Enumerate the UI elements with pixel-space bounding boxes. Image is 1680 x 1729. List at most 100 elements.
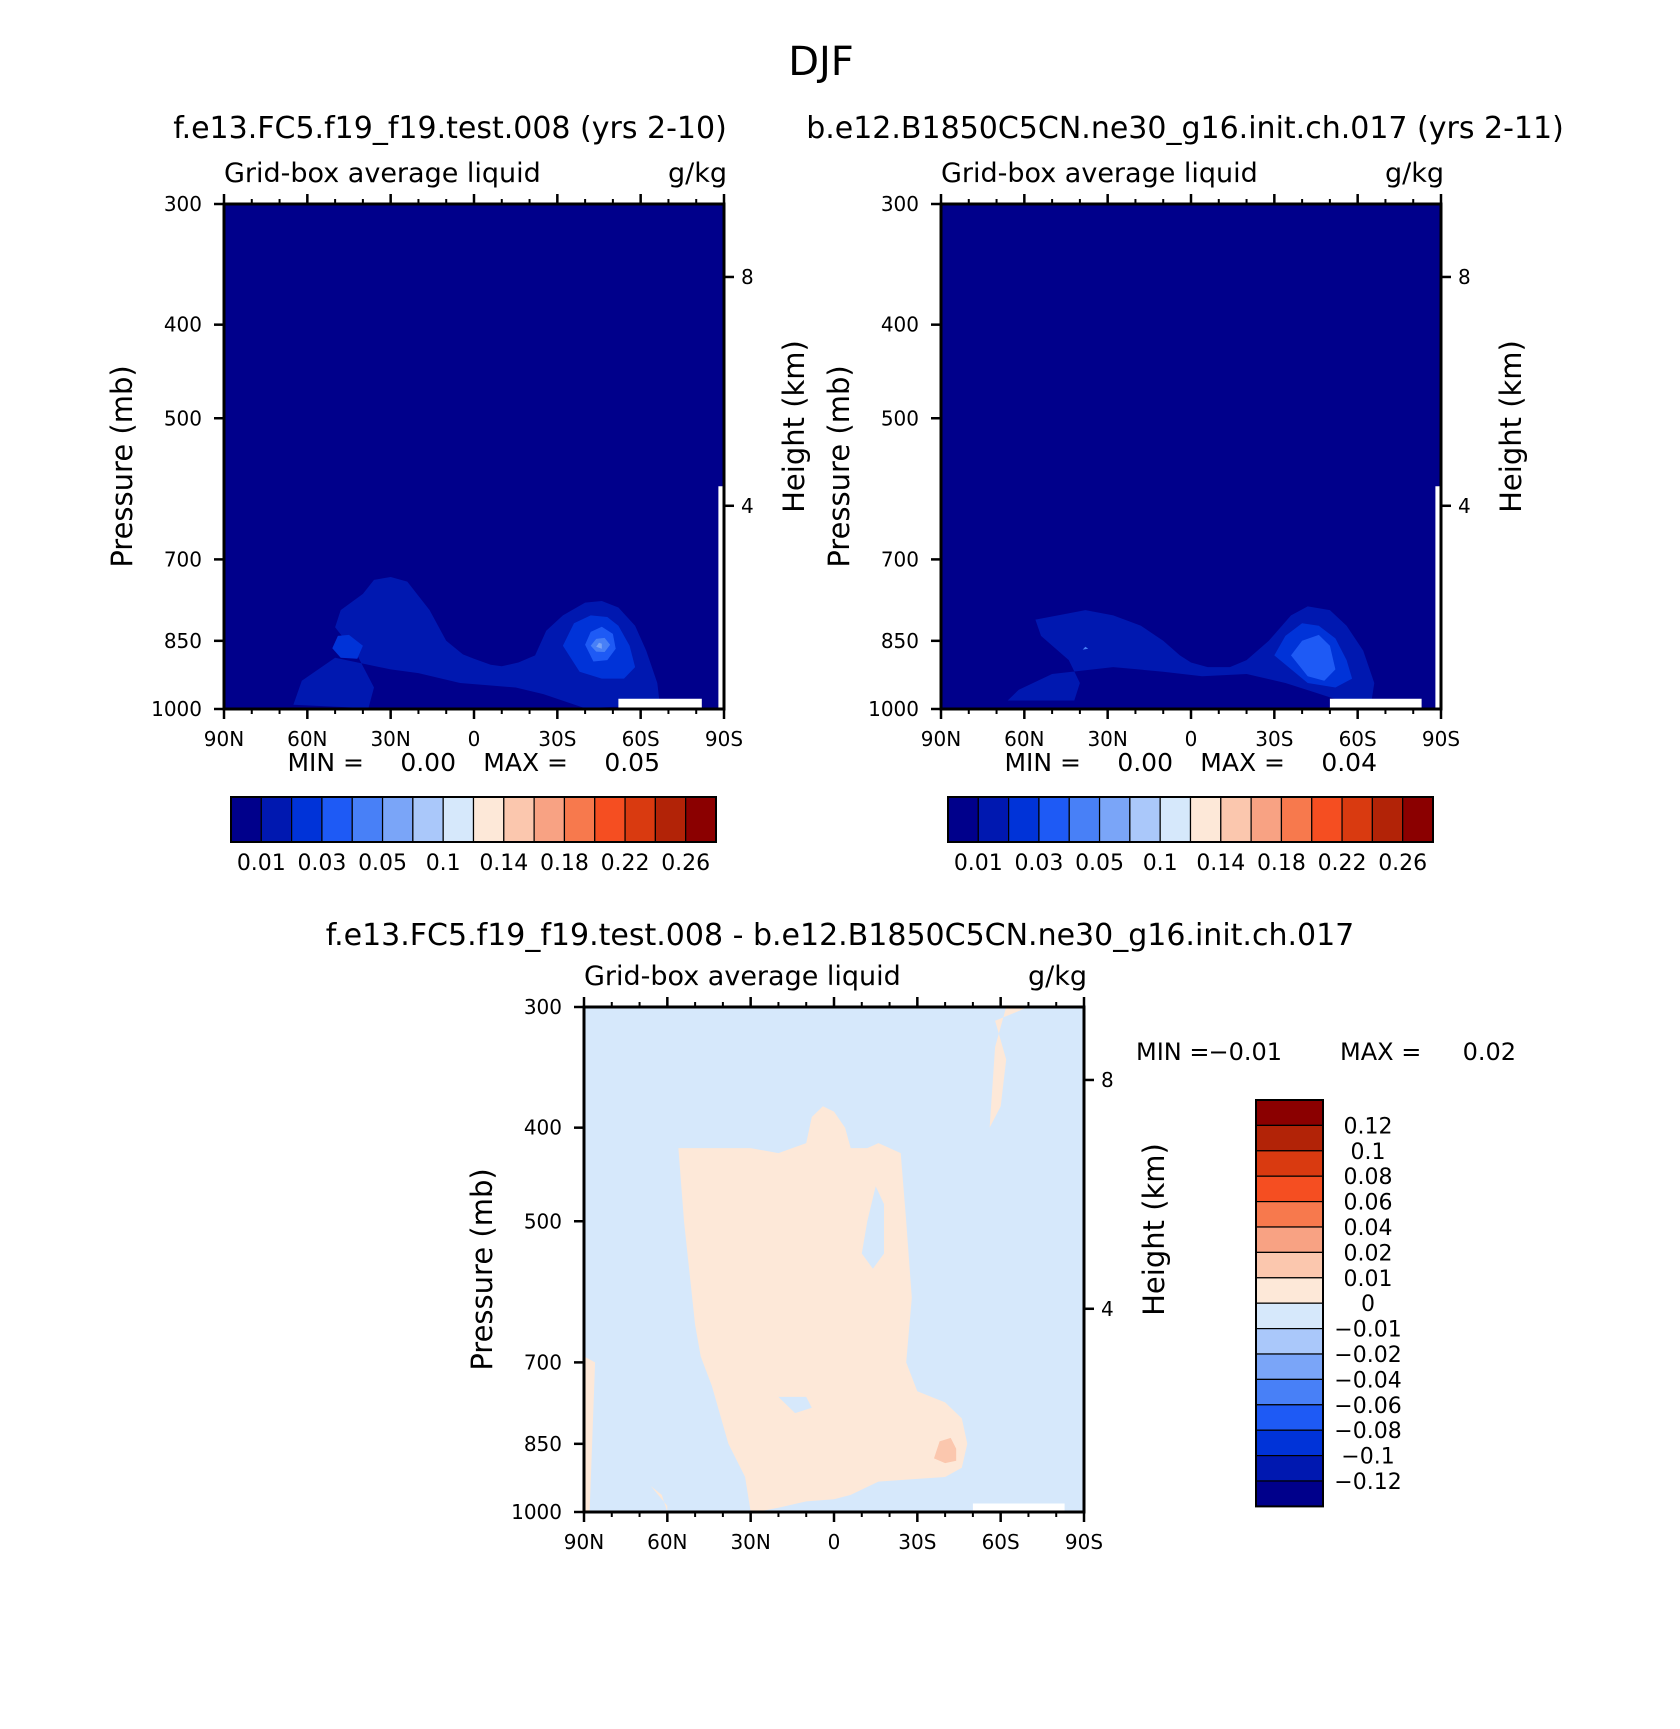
colorbar-label: 0.04: [1344, 1216, 1393, 1241]
colorbar-swatch: [1255, 1200, 1324, 1228]
colorbar-label: 0.08: [1344, 1165, 1393, 1190]
contour-background: [941, 204, 1441, 709]
colorbar-label: 0.03: [1014, 851, 1063, 876]
max-value: 0.02: [1463, 1038, 1516, 1066]
y-tick-label: 400: [164, 313, 202, 337]
x-tick-label: 90S: [1422, 727, 1460, 751]
contour-region-1: [1007, 606, 1375, 703]
x-tick-label: 0: [1185, 727, 1198, 751]
x-tick-label: 60S: [982, 1530, 1020, 1554]
colorbar-swatch: [624, 796, 656, 843]
x-tick-label: 90N: [204, 727, 244, 751]
colorbar-frame: [1255, 1099, 1324, 1508]
right-case-title: b.e12.B1850C5CN.ne30_g16.init.ch.017 (yr…: [806, 111, 1564, 146]
colorbar-label: 0.14: [1196, 851, 1245, 876]
colorbar-swatch: [1255, 1327, 1324, 1355]
x-tick-label: 0: [468, 727, 481, 751]
colorbar-swatch: [1371, 796, 1404, 843]
units-label: g/kg: [1385, 158, 1444, 189]
y-tick-label: 700: [881, 547, 919, 571]
colorbar-swatch: [1255, 1124, 1324, 1152]
x-tick-label: 60S: [622, 727, 660, 751]
x-tick-label: 60N: [647, 1530, 687, 1554]
height-tick-label: 8: [1101, 1068, 1114, 1092]
colorbar-label: −0.02: [1334, 1343, 1401, 1368]
contour-hole-2: [861, 1186, 884, 1269]
y-tick-label: 300: [164, 192, 202, 216]
x-tick-label: 30S: [898, 1530, 936, 1554]
y-tick-label: 850: [524, 1432, 562, 1456]
variable-label: Grid-box average liquid: [941, 158, 1258, 189]
missing-region-1: [972, 1503, 1065, 1512]
left-case-title: f.e13.FC5.f19_f19.test.008 (yrs 2-10): [173, 111, 727, 146]
missing-region-1: [618, 698, 702, 709]
x-tick-label: 60N: [287, 727, 327, 751]
max-label: MAX =: [1200, 748, 1285, 777]
x-tick-label: 90N: [921, 727, 961, 751]
colorbar-swatch: [1255, 1099, 1324, 1126]
colorbar-swatch: [947, 796, 979, 843]
y-tick-label: 850: [164, 629, 202, 653]
y-tick-label: 1000: [151, 697, 202, 721]
x-tick-label: 30S: [538, 727, 576, 751]
colorbar-swatch: [685, 796, 717, 843]
height-tick-label: 8: [1458, 265, 1471, 289]
colorbar-swatch: [1098, 796, 1131, 843]
colorbar-swatch: [563, 796, 596, 843]
colorbar-label: 0: [1361, 1292, 1375, 1317]
colorbar-swatch: [594, 796, 626, 843]
panel-2: 90N 60N 30N 0 30S 60S 90S 300 400 500 700 850 1000 8 4…: [822, 158, 1528, 876]
y-tick-label: 700: [524, 1350, 562, 1374]
max-label: MAX =: [1340, 1038, 1421, 1066]
units-label: g/kg: [1028, 961, 1087, 992]
colorbar-swatch: [1008, 796, 1040, 843]
contour-region-3: [332, 634, 363, 659]
y-tick-label: 300: [881, 192, 919, 216]
colorbar-swatch: [1255, 1302, 1324, 1330]
colorbar-label: −0.1: [1341, 1445, 1394, 1470]
colorbar-swatch: [1250, 796, 1283, 843]
y-tick-label: 1000: [511, 1500, 562, 1524]
y-tick-label: 300: [524, 995, 562, 1019]
colorbar-swatch: [381, 796, 414, 843]
max-label: MAX =: [483, 748, 568, 777]
colorbar-swatch: [442, 796, 475, 843]
colorbar-swatch: [654, 796, 687, 843]
colorbar-label: 0.12: [1344, 1114, 1393, 1139]
colorbar-label: 0.1: [1351, 1140, 1386, 1165]
colorbar-swatch: [1255, 1251, 1324, 1279]
contour-hole-1: [778, 1396, 812, 1414]
season-title: DJF: [788, 39, 854, 85]
variable-label: Grid-box average liquid: [224, 158, 541, 189]
colorbar-swatch: [412, 796, 444, 843]
panel-3: 90N 60N 30N 0 30S 60S 90S 300 400 500 700 850 1000 8 4…: [465, 961, 1516, 1554]
contour-region-6: [596, 642, 602, 649]
height-tick-label: 4: [1101, 1297, 1114, 1321]
diff-title: f.e13.FC5.f19_f19.test.008 - b.e12.B1850…: [326, 918, 1355, 953]
colorbar-swatch: [1189, 796, 1222, 843]
colorbar-swatch: [351, 796, 384, 843]
colorbar-label: −0.08: [1334, 1419, 1401, 1444]
colorbar-label: 0.05: [358, 851, 407, 876]
colorbar-label: −0.04: [1334, 1368, 1401, 1393]
y-axis-title: Pressure (mb): [465, 1168, 499, 1370]
max-value: 0.04: [1321, 748, 1377, 777]
height-tick-label: 8: [741, 265, 754, 289]
colorbar-swatch: [1255, 1175, 1324, 1203]
x-tick-label: 0: [828, 1530, 841, 1554]
colorbar-label: 0.03: [297, 851, 346, 876]
min-value: −0.01: [1208, 1038, 1282, 1066]
colorbar-label: −0.01: [1334, 1318, 1401, 1343]
x-tick-label: 30N: [370, 727, 410, 751]
min-label: MIN =: [1136, 1038, 1209, 1066]
variable-label: Grid-box average liquid: [584, 961, 901, 992]
colorbar-label: 0.02: [1344, 1241, 1393, 1266]
height-tick-label: 4: [741, 494, 754, 518]
x-tick-label: 60S: [1339, 727, 1377, 751]
colorbar-label: 0.01: [1344, 1267, 1393, 1292]
height-axis-title: Height (km): [1494, 340, 1528, 513]
units-label: g/kg: [668, 158, 727, 189]
panels: 90N 60N 30N 0 30S 60S 90S300400500700850100084…: [105, 158, 1528, 1554]
colorbar-swatch: [503, 796, 535, 843]
